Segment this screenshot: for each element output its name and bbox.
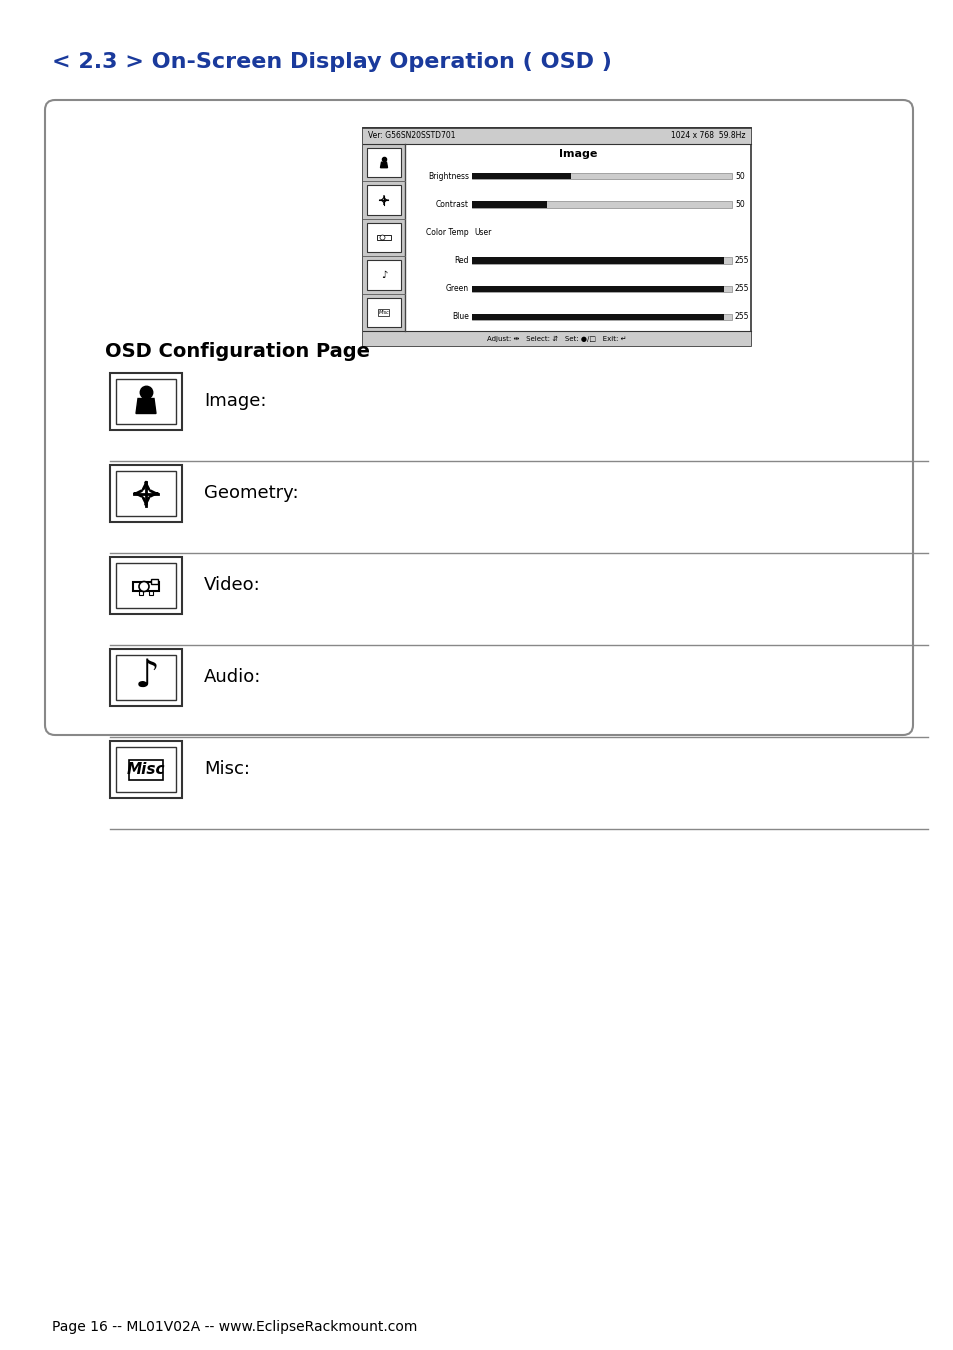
Circle shape (139, 582, 149, 591)
Bar (363, 144, 405, 331)
Bar (472, 201, 731, 208)
Text: Adjust: ⇹   Select: ⇵   Set: ●/□   Exit: ↵: Adjust: ⇹ Select: ⇵ Set: ●/□ Exit: ↵ (487, 335, 626, 342)
Bar (149, 591, 152, 595)
Polygon shape (136, 398, 156, 413)
Bar (116, 655, 175, 701)
Text: 1024 x 768  59.8Hz: 1024 x 768 59.8Hz (671, 131, 745, 140)
Text: 255: 255 (734, 312, 749, 321)
Bar (129, 760, 163, 779)
Text: ♪: ♪ (380, 270, 387, 279)
Bar (151, 579, 158, 583)
Bar (110, 741, 182, 798)
Text: Image:: Image: (204, 393, 266, 410)
Bar (363, 128, 750, 144)
Text: 50: 50 (734, 171, 744, 181)
Bar (116, 563, 175, 608)
Bar (472, 173, 731, 180)
Text: OSD Configuration Page: OSD Configuration Page (105, 342, 370, 360)
Bar (363, 331, 750, 346)
Text: Red: Red (454, 256, 469, 265)
Bar (110, 558, 182, 614)
Bar (110, 649, 182, 706)
Text: Ver: G56SN20SSTD701: Ver: G56SN20SSTD701 (368, 131, 455, 140)
Text: Contrast: Contrast (436, 200, 469, 209)
Bar (132, 582, 159, 591)
Bar (472, 313, 731, 320)
Bar (363, 128, 750, 346)
Text: < 2.3 > On-Screen Display Operation ( OSD ): < 2.3 > On-Screen Display Operation ( OS… (52, 53, 611, 72)
Text: 50: 50 (734, 200, 744, 209)
Bar (367, 261, 400, 290)
Text: Misc: Misc (127, 761, 165, 778)
Text: Audio:: Audio: (204, 668, 261, 687)
Text: Misc:: Misc: (204, 760, 250, 779)
Bar (139, 591, 143, 595)
Text: Color Temp: Color Temp (426, 228, 469, 236)
Text: Misc: Misc (378, 309, 389, 315)
Circle shape (379, 235, 385, 240)
Bar (472, 313, 723, 320)
Text: 255: 255 (734, 256, 749, 265)
Text: User: User (474, 228, 491, 236)
Bar (116, 471, 175, 516)
Bar (367, 223, 400, 252)
Bar (472, 285, 731, 292)
Bar (472, 258, 723, 263)
Text: ♪: ♪ (134, 656, 159, 694)
Text: Video:: Video: (204, 576, 260, 594)
Bar (472, 285, 723, 292)
Text: Image: Image (558, 148, 597, 159)
Bar (472, 173, 570, 180)
Bar (110, 373, 182, 431)
Bar (367, 297, 400, 327)
Polygon shape (380, 162, 387, 167)
Text: Green: Green (445, 285, 469, 293)
Bar (116, 379, 175, 424)
Bar (472, 258, 731, 263)
Bar (472, 201, 547, 208)
Bar (116, 747, 175, 792)
Bar (378, 309, 389, 316)
Bar (110, 464, 182, 522)
Bar (367, 185, 400, 215)
Text: Page 16 -- ML01V02A -- www.EclipseRackmount.com: Page 16 -- ML01V02A -- www.EclipseRackmo… (52, 1320, 417, 1334)
Text: 255: 255 (734, 285, 749, 293)
FancyBboxPatch shape (45, 100, 912, 734)
Bar (376, 235, 391, 240)
Text: Blue: Blue (452, 312, 469, 321)
Text: Geometry:: Geometry: (204, 485, 298, 502)
Text: Brightness: Brightness (428, 171, 469, 181)
Bar (367, 148, 400, 177)
